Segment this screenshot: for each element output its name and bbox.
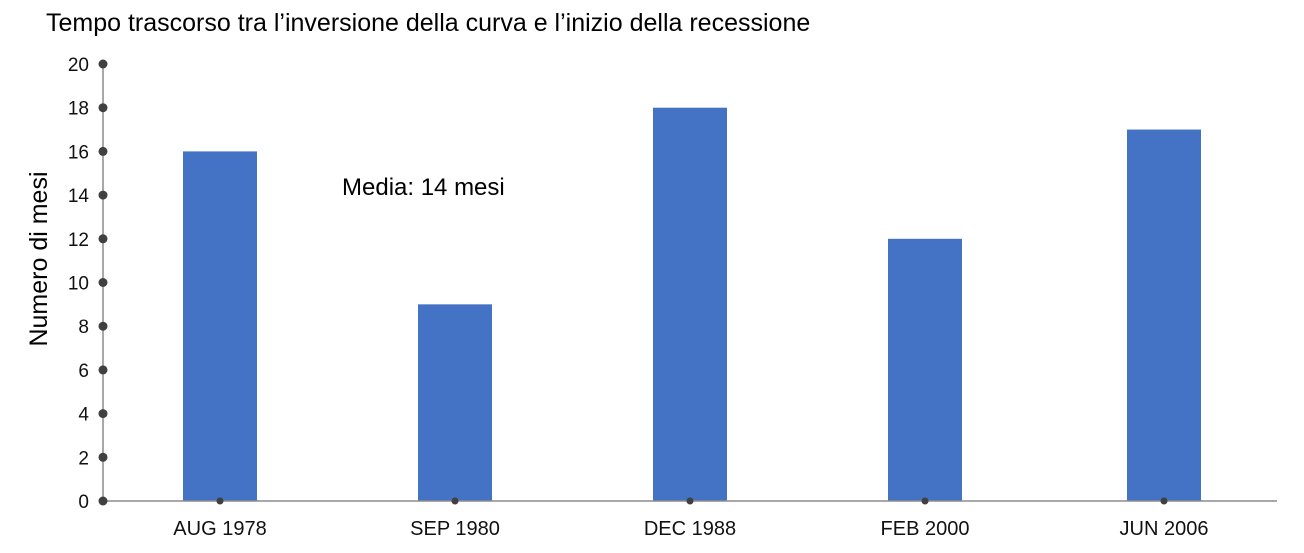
- y-ticks: 0 2 4 6 8 10 12 14 16 18 20: [68, 55, 108, 513]
- y-tick-label: 2: [78, 448, 89, 469]
- y-tick-mark: [98, 59, 108, 69]
- y-tick-label: 4: [78, 405, 89, 426]
- y-tick-mark: [98, 409, 108, 419]
- y-tick-label: 0: [78, 492, 89, 513]
- bar-4: [1127, 129, 1201, 502]
- x-tick-label: JUN 2006: [1120, 518, 1209, 540]
- y-tick-mark: [98, 103, 108, 113]
- x-tick-mark: [686, 497, 694, 505]
- x-tick-label: SEP 1980: [410, 518, 500, 540]
- y-tick-label: 10: [68, 274, 89, 295]
- x-labels: AUG 1978 SEP 1980 DEC 1988 FEB 2000 JUN 2006: [173, 497, 1209, 540]
- bar-3: [888, 238, 962, 502]
- x-tick-mark: [216, 497, 224, 505]
- y-axis-label: Numero di mesi: [25, 171, 53, 346]
- y-tick-label: 8: [78, 317, 89, 338]
- chart-title: Tempo trascorso tra l’inversione della c…: [46, 9, 810, 37]
- y-tick-label: 16: [68, 142, 89, 163]
- y-tick-mark: [98, 452, 108, 462]
- y-tick-mark: [98, 278, 108, 287]
- x-tick-label: FEB 2000: [881, 518, 970, 540]
- y-tick-label: 6: [78, 361, 89, 382]
- bar-1: [418, 304, 492, 501]
- y-tick-mark: [98, 321, 108, 331]
- y-tick-mark: [98, 146, 108, 156]
- y-tick-label: 14: [68, 186, 90, 207]
- x-tick-label: DEC 1988: [644, 518, 736, 540]
- y-tick-mark: [98, 190, 108, 200]
- bar-2: [653, 107, 727, 501]
- y-tick-label: 18: [68, 99, 89, 120]
- x-tick-mark: [1160, 497, 1168, 505]
- x-tick-mark: [451, 497, 459, 505]
- y-tick-label: 20: [68, 55, 89, 76]
- y-tick-mark: [98, 365, 108, 375]
- x-tick-label: AUG 1978: [173, 518, 266, 540]
- bars: [183, 107, 1201, 502]
- y-tick-mark: [98, 234, 108, 244]
- average-annotation: Media: 14 mesi: [342, 174, 505, 201]
- y-tick-mark: [98, 496, 108, 506]
- x-tick-mark: [921, 497, 929, 505]
- y-tick-label: 12: [68, 230, 89, 251]
- bar-0: [183, 151, 257, 501]
